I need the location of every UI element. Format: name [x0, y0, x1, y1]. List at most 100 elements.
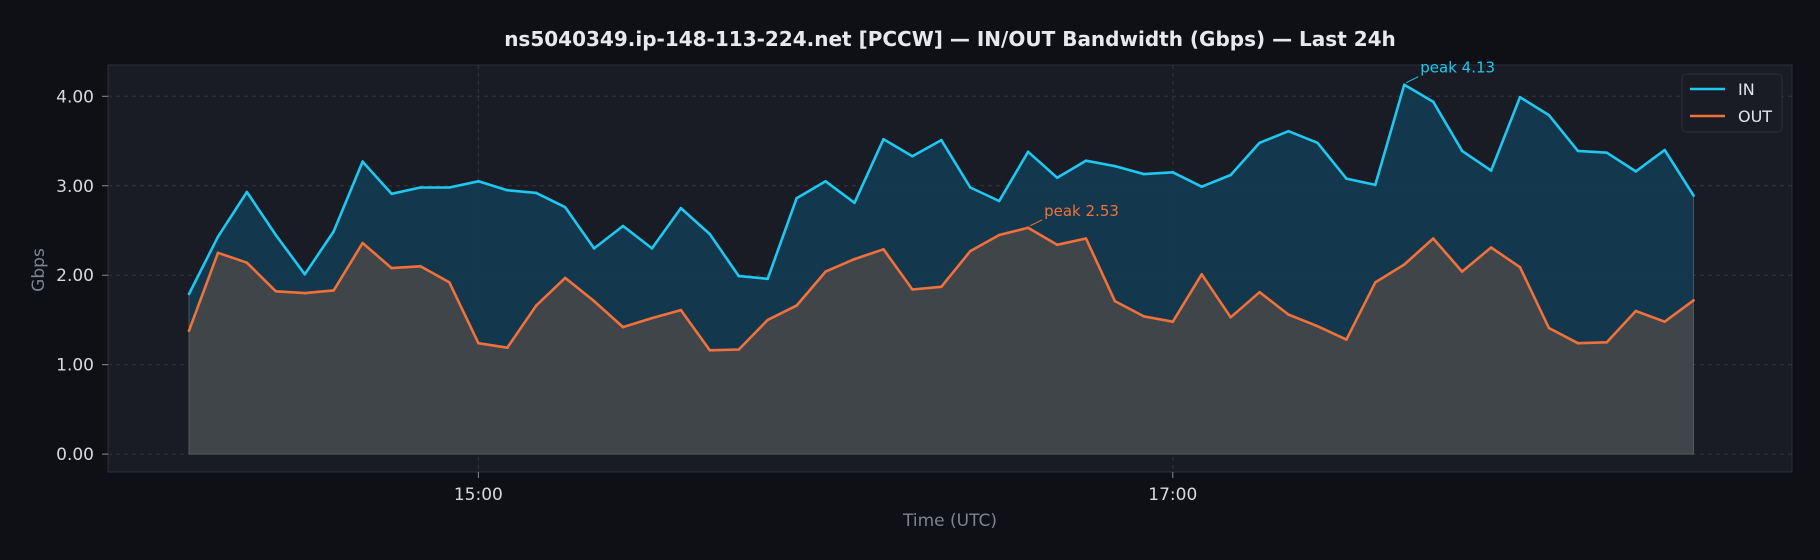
x-tick-label: 15:00 — [454, 485, 503, 505]
data-point-in — [419, 186, 422, 189]
data-point-out — [882, 248, 885, 251]
data-point-in — [853, 201, 856, 205]
data-point-out — [1055, 243, 1059, 247]
data-point-in — [621, 224, 625, 228]
y-tick-label: 0.00 — [56, 445, 94, 465]
legend-label-in: IN — [1738, 80, 1755, 99]
data-point-out — [1345, 338, 1348, 341]
data-point-in — [1692, 194, 1695, 197]
data-point-in — [1142, 172, 1146, 176]
data-point-in — [1547, 113, 1551, 117]
data-point-in — [361, 160, 364, 163]
data-point-in — [1258, 141, 1261, 145]
peak-annotation-label: peak 4.13 — [1420, 59, 1495, 77]
data-point-out — [737, 348, 741, 351]
data-point-in — [1113, 164, 1117, 168]
data-point-in — [1576, 149, 1580, 153]
data-point-out — [361, 241, 364, 245]
chart-title: ns5040349.ip-148-113-224.net [PCCW] — IN… — [504, 27, 1396, 51]
data-point-out — [621, 325, 625, 329]
data-point-in — [882, 137, 885, 141]
data-point-in — [650, 247, 654, 250]
y-tick-label: 2.00 — [56, 266, 94, 286]
data-point-in — [795, 197, 798, 200]
data-point-in — [708, 232, 712, 236]
data-point-in — [1518, 95, 1522, 99]
data-point-out — [1431, 237, 1435, 240]
data-point-out — [245, 261, 249, 265]
data-point-out — [1547, 326, 1551, 330]
data-point-out — [1460, 270, 1464, 273]
data-point-in — [187, 292, 191, 296]
data-point-in — [1026, 150, 1030, 154]
data-point-in — [216, 235, 220, 238]
data-point-out — [795, 304, 798, 307]
peak-annotation-arrow — [1029, 219, 1043, 227]
peak-annotations: peak 4.13 peak 2.53 — [1029, 59, 1495, 227]
data-point-out — [853, 257, 856, 261]
data-point-in — [766, 277, 769, 281]
data-point-in — [679, 206, 683, 210]
data-point-in — [1316, 141, 1319, 145]
data-point-in — [940, 138, 943, 142]
data-point-out — [216, 251, 220, 255]
x-axis-title: Time (UTC) — [902, 511, 997, 531]
data-point-in — [1460, 149, 1464, 153]
data-point-in — [1171, 171, 1175, 174]
peak-annotation-arrow — [1406, 76, 1419, 84]
data-point-in — [390, 192, 393, 196]
data-point-out — [390, 266, 393, 270]
data-point-in — [911, 154, 914, 158]
data-point-out — [274, 290, 278, 293]
data-point-in — [969, 186, 972, 189]
data-point-out — [1171, 320, 1175, 324]
data-point-out — [1142, 315, 1146, 318]
data-point-in — [1229, 173, 1232, 177]
data-point-out — [1605, 341, 1609, 344]
data-point-out — [419, 265, 422, 268]
data-point-in — [1403, 83, 1406, 86]
legend: IN OUT — [1681, 73, 1783, 133]
data-point-out — [1113, 299, 1117, 303]
data-point-in — [737, 274, 741, 278]
data-point-out — [1576, 341, 1580, 345]
data-point-in — [592, 247, 596, 250]
data-point-out — [824, 270, 827, 273]
data-point-out — [592, 299, 596, 303]
data-point-in — [1200, 185, 1203, 188]
data-point-out — [1026, 226, 1030, 230]
data-point-in — [1663, 148, 1666, 152]
data-point-out — [969, 249, 972, 253]
data-point-out — [1287, 313, 1290, 316]
y-tick-label: 3.00 — [56, 177, 94, 197]
data-point-out — [1634, 309, 1638, 313]
data-point-out — [650, 316, 654, 320]
data-point-in — [1084, 159, 1088, 162]
data-point-out — [1258, 290, 1261, 294]
data-point-in — [1634, 170, 1638, 173]
data-point-out — [534, 304, 538, 307]
peak-annotation-label: peak 2.53 — [1044, 202, 1119, 220]
data-point-in — [1431, 100, 1435, 103]
data-point-out — [1229, 316, 1232, 319]
data-point-in — [506, 188, 509, 192]
data-point-out — [563, 276, 567, 280]
y-tick-label: 4.00 — [56, 87, 94, 107]
data-point-out — [477, 341, 480, 345]
data-point-out — [1489, 246, 1493, 249]
data-point-out — [1200, 273, 1203, 276]
data-point-out — [187, 329, 191, 333]
data-point-out — [997, 233, 1001, 237]
data-point-out — [1316, 324, 1319, 328]
data-point-out — [766, 318, 769, 322]
data-point-in — [1345, 177, 1348, 180]
data-point-out — [911, 288, 914, 291]
data-point-in — [1374, 183, 1377, 187]
data-point-out — [1692, 299, 1695, 302]
data-point-out — [940, 285, 943, 289]
data-point-in — [563, 205, 567, 209]
legend-label-out: OUT — [1738, 107, 1772, 126]
data-point-in — [824, 180, 827, 183]
data-point-out — [303, 291, 307, 295]
